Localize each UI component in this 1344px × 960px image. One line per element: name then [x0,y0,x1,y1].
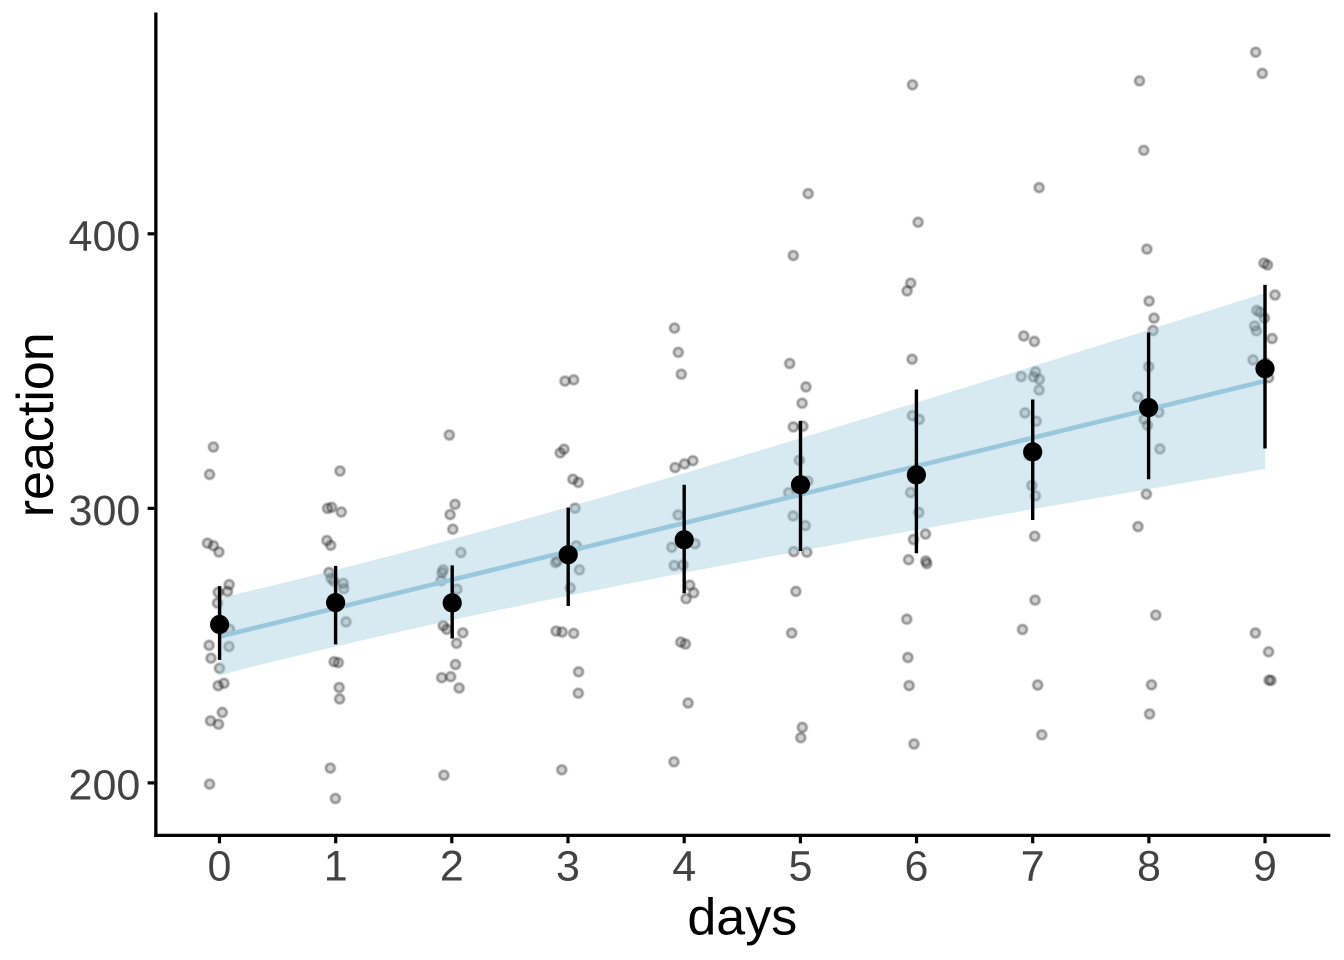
svg-text:6: 6 [905,843,929,891]
svg-text:reaction: reaction [7,332,65,517]
svg-text:400: 400 [69,212,141,260]
svg-text:1: 1 [324,843,348,891]
svg-text:2: 2 [440,843,464,891]
svg-text:5: 5 [788,843,812,891]
svg-text:7: 7 [1021,843,1045,891]
svg-text:3: 3 [556,843,580,891]
svg-text:9: 9 [1253,843,1277,891]
svg-text:0: 0 [208,843,232,891]
svg-text:4: 4 [672,843,696,891]
svg-text:days: days [687,889,797,947]
svg-text:300: 300 [69,487,141,535]
svg-text:8: 8 [1137,843,1161,891]
svg-text:200: 200 [69,762,141,810]
